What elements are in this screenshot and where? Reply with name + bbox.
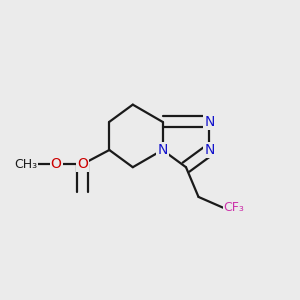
Text: CH₃: CH₃	[14, 158, 38, 171]
Text: O: O	[51, 157, 62, 171]
Text: N: N	[204, 115, 214, 129]
Text: O: O	[77, 157, 88, 171]
Text: CF₃: CF₃	[224, 201, 244, 214]
Text: N: N	[157, 143, 168, 157]
Text: N: N	[204, 143, 214, 157]
